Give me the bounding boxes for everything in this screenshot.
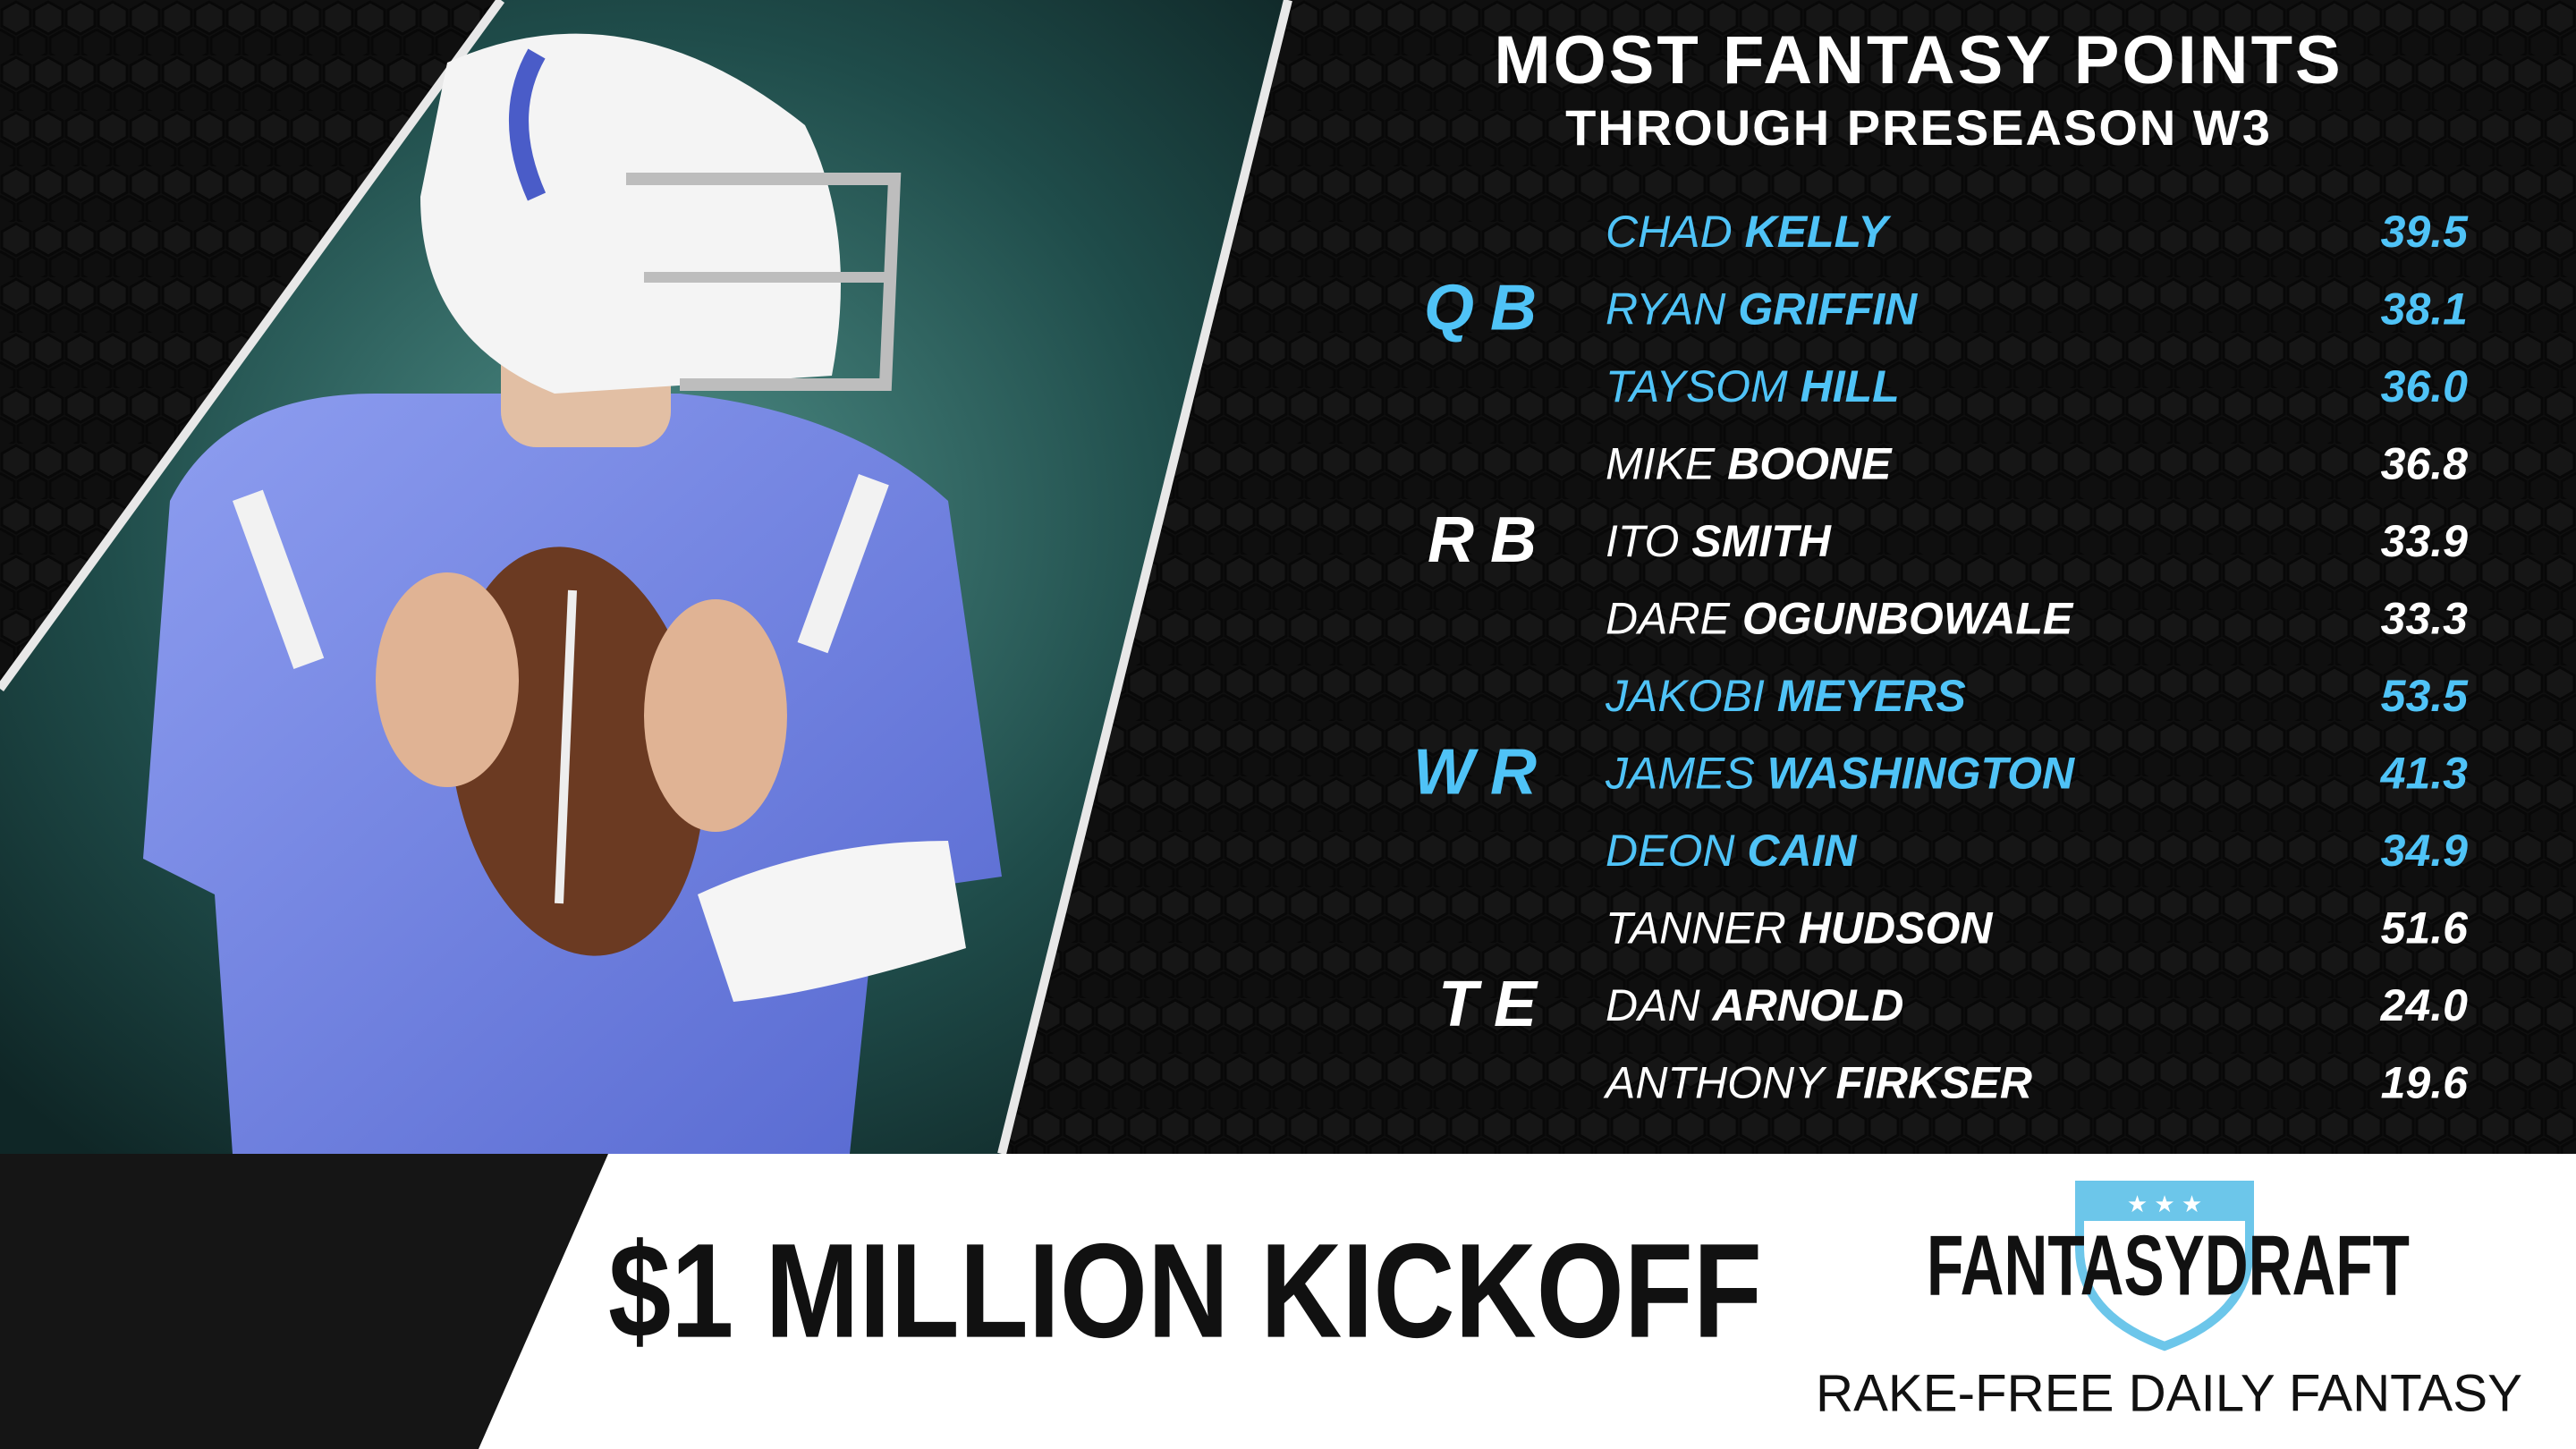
points: 33.3: [2381, 594, 2469, 644]
first-name: RYAN: [1606, 284, 1726, 335]
first-name: DAN: [1606, 980, 1700, 1030]
position-label: RB: [1428, 504, 1553, 576]
last-name: CAIN: [1747, 826, 1857, 876]
first-name: ITO: [1606, 516, 1679, 566]
logo-stars: ★ ★ ★: [2127, 1191, 2202, 1217]
points: 24.0: [2380, 980, 2469, 1030]
subtitle: THROUGH PRESEASON W3: [1565, 99, 2272, 156]
player-list: CHAD KELLY 39.5 RYAN GRIFFIN 38.1 TAYSOM HIL…: [1413, 207, 2469, 1108]
player-name: ANTHONY FIRKSER: [1603, 1058, 2032, 1108]
tagline: RAKE-FREE DAILY FANTASY: [1816, 1364, 2522, 1422]
last-name: HILL: [1801, 361, 1900, 411]
last-name: SMITH: [1691, 516, 1831, 566]
first-name: ANTHONY: [1603, 1058, 1827, 1108]
points: 38.1: [2381, 284, 2468, 335]
player-name: TAYSOM HILL: [1606, 361, 1900, 411]
points: 19.6: [2381, 1058, 2470, 1108]
player-name: JAKOBI MEYERS: [1605, 671, 1966, 721]
points: 41.3: [2380, 749, 2469, 799]
points: 36.0: [2381, 361, 2469, 411]
brand-logo: ★ ★ ★: [2075, 1181, 2254, 1352]
player-name: RYAN GRIFFIN: [1606, 284, 1918, 335]
last-name: ARNOLD: [1710, 980, 1903, 1030]
first-name: DARE: [1606, 594, 1731, 644]
last-name: OGUNBOWALE: [1742, 594, 2074, 644]
last-name: FIRKSER: [1835, 1058, 2031, 1108]
position-label: QB: [1424, 273, 1553, 344]
points: 51.6: [2381, 903, 2470, 953]
headline: $1 MILLION KICKOFF: [608, 1216, 1762, 1366]
last-name: HUDSON: [1799, 903, 1994, 953]
player-name: DEON CAIN: [1606, 826, 1857, 876]
first-name: JAKOBI: [1605, 671, 1765, 721]
player-photo: [0, 0, 1292, 1156]
player-name: MIKE BOONE: [1606, 439, 1893, 489]
banner-accent: [0, 1154, 608, 1449]
last-name: BOONE: [1727, 439, 1893, 489]
player-name: DAN ARNOLD: [1606, 980, 1903, 1030]
points: 34.9: [2381, 826, 2469, 876]
first-name: TANNER: [1606, 903, 1786, 953]
last-name: WASHINGTON: [1767, 749, 2075, 799]
first-name: CHAD: [1606, 207, 1733, 257]
player-name: JAMES WASHINGTON: [1605, 749, 2075, 799]
player-name: TANNER HUDSON: [1606, 903, 1993, 953]
last-name: MEYERS: [1777, 671, 1966, 721]
points: 36.8: [2381, 439, 2469, 489]
last-name: GRIFFIN: [1738, 284, 1918, 335]
position-label: WR: [1413, 737, 1553, 809]
points: 53.5: [2381, 671, 2470, 721]
points: 33.9: [2381, 516, 2469, 566]
first-name: JAMES: [1605, 749, 1755, 799]
last-name: KELLY: [1745, 207, 1893, 257]
first-name: MIKE: [1606, 439, 1716, 489]
player-name: DARE OGUNBOWALE: [1606, 594, 2074, 644]
position-label: TE: [1438, 969, 1553, 1040]
player-name: ITO SMITH: [1606, 516, 1832, 566]
brand-name: FANTASYDRAFT: [1927, 1217, 2410, 1313]
title: MOST FANTASY POINTS: [1494, 22, 2343, 98]
player-name: CHAD KELLY: [1606, 207, 1892, 257]
first-name: DEON: [1606, 826, 1735, 876]
first-name: TAYSOM: [1606, 361, 1788, 411]
points: 39.5: [2381, 207, 2470, 257]
